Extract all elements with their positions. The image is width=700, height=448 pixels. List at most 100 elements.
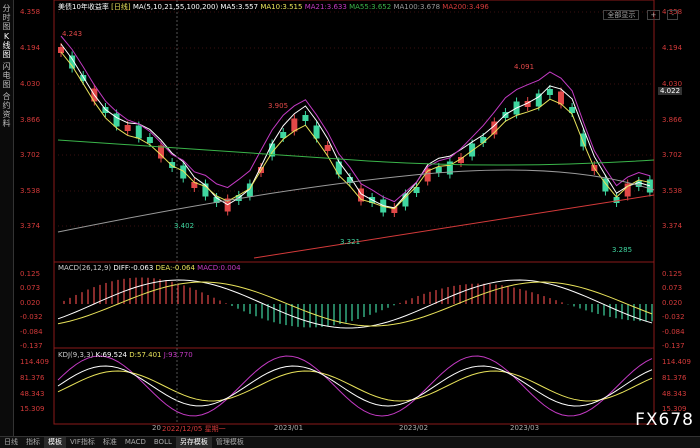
side-tab-bar: 分时图 K线图 闪电图 合约资料	[0, 0, 14, 436]
low-annotation: 3.321	[340, 238, 361, 246]
period-label: [日线]	[111, 3, 131, 11]
candle-body	[291, 118, 298, 132]
display-controls: 全部显示 + -	[601, 2, 678, 21]
tab-flash[interactable]: 闪电图	[2, 62, 11, 89]
ma21-value: MA21:3.633	[304, 3, 347, 11]
ma55-value: MA55:3.652	[349, 3, 392, 11]
candle-body	[80, 75, 87, 81]
candle-body	[424, 168, 431, 182]
right-price-label: 4.194	[662, 44, 683, 52]
kdj-panel-frame	[53, 347, 655, 425]
candle-body	[546, 89, 553, 95]
toolbar-macd[interactable]: MACD	[124, 438, 146, 446]
macd-params: MACD(26,12,9)	[58, 264, 112, 272]
candle-body	[113, 113, 120, 127]
right-price-label: 4.030	[662, 80, 683, 88]
right-macd-label: 0.073	[662, 284, 683, 292]
left-price-label: 3.538	[20, 187, 41, 195]
kdj-j-line	[57, 355, 653, 417]
instrument-title: 美债10年收益率	[58, 3, 109, 11]
macd-value: MACD:0.004	[197, 264, 241, 272]
toolbar-template[interactable]: 模板	[44, 437, 66, 448]
candle-body	[624, 183, 631, 197]
right-kdj-label: 15.309	[662, 405, 687, 413]
kdj-d: D:57.401	[129, 351, 162, 359]
toolbar-boll[interactable]: BOLL	[153, 438, 172, 446]
candle-body	[191, 182, 198, 188]
left-kdj-label: 48.343	[20, 390, 45, 398]
toolbar-standard[interactable]: 标准	[102, 438, 117, 446]
toolbar-indicator[interactable]: 指标	[26, 438, 40, 446]
chart-area[interactable]: 美债10年收益率 [日线] MA(5,10,21,55,100,200) MA5…	[14, 0, 700, 436]
right-macd-label: -0.084	[662, 328, 685, 336]
candle-body	[458, 157, 464, 163]
left-price-label: 3.374	[20, 222, 41, 230]
toolbar-manage-template[interactable]: 管理模板	[215, 438, 244, 446]
main-header: 美债10年收益率 [日线] MA(5,10,21,55,100,200) MA5…	[58, 2, 489, 12]
candle-body	[391, 207, 398, 213]
candle-body	[335, 161, 342, 175]
ma-line	[60, 35, 651, 203]
ma200-line	[253, 194, 655, 259]
right-kdj-label: 48.343	[662, 390, 687, 398]
left-kdj-label: 114.409	[20, 358, 49, 366]
macd-header: MACD(26,12,9) DIFF:-0.063 DEA:-0.064 MAC…	[58, 264, 241, 272]
right-kdj-label: 81.376	[662, 374, 687, 382]
candle-body	[324, 145, 331, 151]
macd-dea: DEA:-0.064	[155, 264, 195, 272]
candle-body	[135, 125, 142, 139]
kdj-j: J:93.770	[163, 351, 193, 359]
bottom-toolbar: 日线 指标 模板 VIF指标 标准 MACD BOLL 另存模板 管理模板	[0, 436, 700, 448]
toolbar-period[interactable]: 日线	[4, 438, 18, 446]
high-annotation: 3.905	[268, 102, 289, 110]
kdj-d-line	[57, 370, 653, 402]
chart-canvas	[53, 0, 655, 425]
tab-contract-info[interactable]: 合约资料	[2, 92, 11, 128]
candle-body	[413, 187, 420, 193]
current-price-tag: 4.022	[658, 87, 683, 95]
toolbar-vip-indicator[interactable]: VIF指标	[70, 438, 95, 446]
date-prefix: 20	[152, 424, 161, 432]
zoom-in-button[interactable]: +	[646, 10, 661, 20]
low-annotation: 3.285	[612, 246, 633, 254]
candle-body	[402, 193, 409, 207]
left-macd-label: 0.020	[20, 299, 41, 307]
show-all-button[interactable]: 全部显示	[603, 10, 640, 20]
candle-body	[302, 115, 309, 121]
ma100-value: MA100:3.678	[393, 3, 441, 11]
ma200-value: MA200:3.496	[442, 3, 489, 11]
ma55-line	[57, 139, 655, 166]
candle-body	[146, 137, 153, 143]
right-kdj-label: 114.409	[662, 358, 691, 366]
high-annotation: 4.091	[514, 63, 535, 71]
high-annotation: 4.243	[62, 30, 83, 38]
candle-body	[358, 188, 364, 202]
zoom-out-button[interactable]: -	[667, 10, 678, 20]
candle-body	[169, 162, 176, 168]
candle-body	[602, 178, 609, 192]
left-macd-label: -0.084	[20, 328, 43, 336]
tab-kline[interactable]: K线图	[2, 32, 11, 59]
left-price-label: 4.030	[20, 80, 41, 88]
candle-body	[446, 161, 453, 175]
price-panel-frame	[53, 0, 655, 263]
left-kdj-label: 15.309	[20, 405, 45, 413]
toolbar-save-template[interactable]: 另存模板	[175, 437, 212, 448]
kdj-k: K:69.524	[95, 351, 128, 359]
kdj-k-line	[57, 365, 653, 407]
candle-body	[213, 197, 220, 203]
left-price-label: 3.702	[20, 151, 41, 159]
candle-body	[58, 47, 64, 53]
tab-time-share[interactable]: 分时图	[2, 4, 11, 31]
macd-diff-line	[57, 279, 653, 329]
kdj-params: KDJ(9,3,3)	[58, 351, 94, 359]
crosshair-date: 2022/12/05 星期一	[162, 425, 226, 433]
kdj-header: KDJ(9,3,3) K:69.524 D:57.401 J:93.770	[58, 351, 193, 359]
candle-body	[269, 143, 276, 157]
right-price-label: 4.358	[662, 8, 683, 16]
candle-body	[613, 197, 620, 203]
left-price-label: 4.358	[20, 8, 41, 16]
candle-body	[580, 133, 587, 147]
low-annotation: 3.402	[174, 222, 195, 230]
right-macd-label: 0.020	[662, 299, 683, 307]
